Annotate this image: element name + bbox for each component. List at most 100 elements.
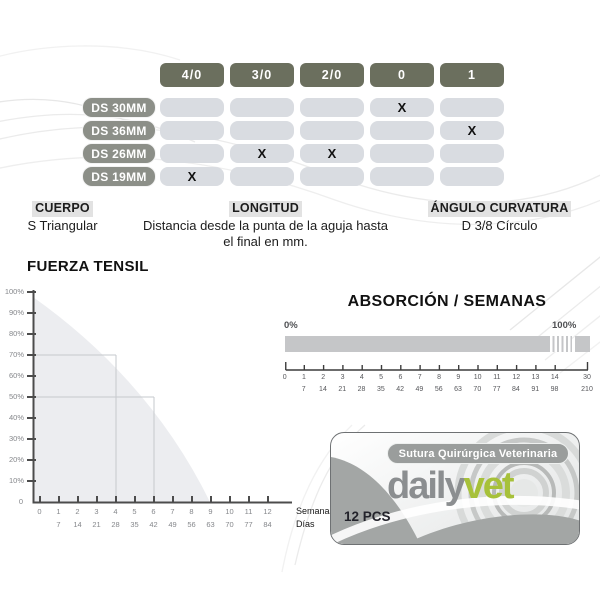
day-label: 63 [454, 386, 462, 393]
tensile-chart-plot [27, 290, 292, 504]
day-label: 63 [206, 520, 215, 529]
day-label: 70 [473, 386, 482, 393]
week-label: 0 [37, 507, 42, 516]
matrix-cell [440, 167, 504, 186]
tensile-chart-title: FUERZA TENSIL [27, 258, 149, 275]
ytick-label: 90% [8, 308, 24, 317]
week-label: 3 [94, 507, 99, 516]
week-label: 6 [398, 374, 403, 381]
week-label: 12 [512, 374, 521, 381]
row-label-ds26: DS 26MM [82, 143, 156, 164]
matrix-cell [440, 144, 504, 163]
matrix-cell [230, 167, 294, 186]
absorption-start-label: 0% [284, 320, 298, 331]
logo-vet-text: vet [463, 465, 515, 507]
week-label: 4 [113, 507, 118, 516]
card-pcs-label: 12 PCS [344, 509, 391, 524]
week-label: 4 [359, 374, 364, 381]
matrix-cell [230, 98, 294, 117]
week-label: 12 [263, 507, 272, 516]
column-header-1: 1 [440, 63, 504, 87]
spec-longitud: LONGITUD Distancia desde la punta de la … [143, 200, 388, 250]
matrix-cell [160, 98, 224, 117]
matrix-cell [230, 121, 294, 140]
week-label: 6 [151, 507, 156, 516]
ytick-label: 40% [8, 413, 24, 422]
day-label: 14 [73, 520, 82, 529]
week-label: 11 [493, 374, 501, 381]
week-label: 5 [132, 507, 137, 516]
day-label-210: 210 [581, 386, 593, 393]
day-label: 84 [512, 386, 520, 393]
column-header-4-0: 4/0 [160, 63, 224, 87]
table-row: DS 19MM X [0, 166, 600, 187]
day-label: 35 [376, 386, 385, 393]
spec-angulo: ÁNGULO CURVATURA D 3/8 Círculo [417, 200, 582, 234]
spec-angulo-value: D 3/8 Círculo [461, 217, 538, 233]
day-label: 91 [531, 386, 540, 393]
day-label: 7 [301, 386, 306, 393]
table-row: DS 26MM X X [0, 143, 600, 164]
week-label: 3 [340, 374, 345, 381]
week-label: 10 [473, 374, 482, 381]
matrix-cell [440, 98, 504, 117]
day-label: 77 [244, 520, 253, 529]
absorption-bar [285, 336, 590, 352]
column-header-0: 0 [370, 63, 434, 87]
absorption-bar-end-segment [575, 336, 590, 352]
table-row: DS 36MM X [0, 120, 600, 141]
spec-longitud-value: Distancia desde la punta de la aguja has… [143, 217, 389, 249]
day-label: 21 [338, 386, 347, 393]
ytick-label: 80% [8, 329, 24, 338]
matrix-cell [300, 167, 364, 186]
spec-cuerpo-title: CUERPO [32, 201, 93, 217]
logo-daily-text: daily [387, 465, 466, 507]
matrix-cell-marked: X [300, 144, 364, 163]
row-label-ds30: DS 30MM [82, 97, 156, 118]
week-label: 0 [282, 374, 287, 381]
day-label: 56 [434, 386, 443, 393]
absorption-week-labels: 0 1 2 3 4 5 6 7 8 9 10 11 12 13 14 [275, 374, 565, 381]
product-card: Sutura Quirúrgica Veterinaria dailyvet 1… [330, 432, 580, 545]
day-label: 84 [263, 520, 272, 529]
week-label: 7 [170, 507, 175, 516]
absorption-ruler [285, 362, 589, 371]
day-label: 42 [396, 386, 405, 393]
week-label: 8 [437, 374, 441, 381]
week-label: 13 [531, 374, 540, 381]
size-needle-matrix: 4/0 3/0 2/0 0 1 DS 30MM X DS 36MM X DS 2… [0, 0, 600, 200]
column-header-3-0: 3/0 [230, 63, 294, 87]
day-label: 21 [92, 520, 101, 529]
card-banner-pill: Sutura Quirúrgica Veterinaria [387, 443, 569, 464]
absorption-bar-fade-stripes [548, 336, 572, 352]
tensile-xaxis-name-weeks: Semanas [296, 506, 335, 516]
row-label-ds19: DS 19MM [82, 166, 156, 187]
day-label: 49 [168, 520, 177, 529]
ytick-label: 30% [8, 434, 24, 443]
spec-cuerpo: CUERPO S Triangular [5, 200, 120, 234]
day-label: 77 [492, 386, 501, 393]
day-label: 7 [56, 520, 61, 529]
ytick-origin: 0 [18, 497, 23, 506]
absorption-end-label: 100% [552, 320, 577, 331]
tensile-week-labels: 0 1 2 3 4 5 6 7 8 9 10 11 12 [30, 507, 277, 516]
day-label: 14 [319, 386, 327, 393]
ytick-label: 50% [8, 392, 24, 401]
week-label: 8 [189, 507, 194, 516]
matrix-cell-marked: X [230, 144, 294, 163]
matrix-cell [300, 98, 364, 117]
ytick-label: 70% [8, 350, 24, 359]
week-label: 2 [75, 507, 80, 516]
week-label: 5 [379, 374, 384, 381]
week-label: 7 [417, 374, 422, 381]
ytick-label: 60% [8, 371, 24, 380]
day-label: 56 [187, 520, 196, 529]
tensile-day-labels: 7 14 21 28 35 42 49 56 63 70 77 84 [49, 520, 277, 529]
matrix-cell [300, 121, 364, 140]
ytick-label: 100% [4, 287, 24, 296]
day-label: 28 [111, 520, 120, 529]
matrix-cell [160, 144, 224, 163]
week-label: 9 [208, 507, 213, 516]
day-label: 28 [357, 386, 366, 393]
